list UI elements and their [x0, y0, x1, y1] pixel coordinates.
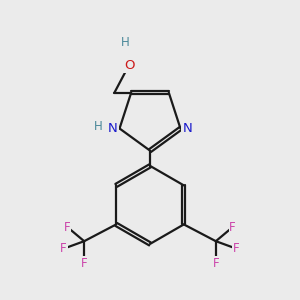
Text: N: N: [108, 122, 118, 135]
Text: F: F: [81, 256, 88, 270]
Text: F: F: [229, 220, 236, 234]
Text: F: F: [233, 242, 240, 255]
Text: H: H: [121, 37, 130, 50]
Text: F: F: [212, 256, 219, 270]
Text: F: F: [60, 242, 67, 255]
Text: O: O: [124, 59, 135, 72]
Text: N: N: [182, 122, 192, 135]
Text: H: H: [94, 121, 103, 134]
Text: F: F: [64, 220, 71, 234]
